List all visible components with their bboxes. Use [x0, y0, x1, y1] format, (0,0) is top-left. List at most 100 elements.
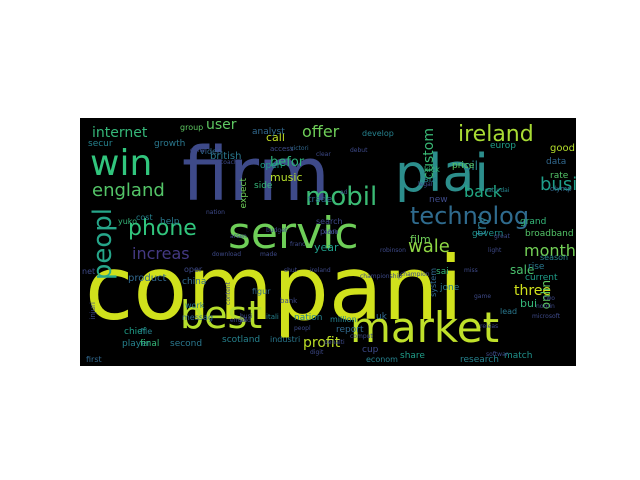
word-rate: rate	[550, 171, 569, 181]
word-current: current	[525, 273, 558, 283]
word-month: month	[524, 241, 576, 260]
word-three: three	[514, 283, 552, 299]
word-trade: trade	[308, 195, 332, 205]
word-victori: victori	[290, 145, 309, 152]
word-nation: nation	[294, 313, 323, 323]
word-secur: secur	[88, 139, 113, 149]
word-grand: grand	[520, 217, 547, 227]
word-coach: coach	[220, 159, 238, 166]
word-back: back	[464, 182, 503, 201]
word-technolog: technolog	[410, 202, 530, 230]
word-work: work	[185, 301, 205, 310]
word-access: access	[270, 145, 294, 153]
word-data: data	[546, 157, 567, 167]
word-develop: develop	[362, 129, 394, 138]
word-penalti: penalti	[324, 339, 345, 346]
word-season: season	[540, 253, 569, 262]
word-messag: messag	[182, 313, 214, 322]
word-game: game	[474, 293, 492, 300]
word-cloud: compani firm plai servic win market best peopl t…	[80, 118, 576, 366]
word-ireland: ireland	[458, 122, 534, 147]
word-gener: gener	[190, 147, 208, 154]
word-england: england	[92, 180, 165, 201]
word-side: side	[254, 181, 273, 191]
word-internet: internet	[92, 125, 148, 141]
word-miss: miss	[464, 267, 478, 274]
word-good: good	[550, 143, 575, 154]
word-great: great	[494, 233, 510, 240]
word-figur: figur	[252, 287, 271, 296]
word-download: download	[212, 251, 242, 258]
word-ad: ad	[340, 189, 348, 196]
word-player: player	[122, 339, 151, 349]
word-compani: compani	[85, 237, 463, 340]
word-offer: offer	[302, 122, 340, 141]
word-year: year	[314, 241, 339, 254]
word-robinson: robinson	[380, 247, 406, 254]
word-growth: growth	[154, 139, 186, 149]
word-plai: plai	[395, 144, 489, 204]
word-shut: shut	[284, 267, 298, 274]
word-china: china	[182, 277, 207, 287]
word-cup: cup	[362, 345, 379, 355]
word-second: second	[170, 339, 203, 349]
word-made: made	[260, 251, 278, 258]
word-cost: cost	[136, 213, 153, 222]
word-europ: europ	[490, 141, 516, 151]
word-clear: clear	[316, 151, 331, 158]
word-first: first	[86, 355, 102, 364]
word-jone: jone	[440, 283, 460, 293]
word-championship: championship	[360, 273, 402, 280]
word-digit: digit	[310, 349, 324, 356]
word-file: file	[140, 327, 153, 336]
word-gold: gold	[238, 317, 251, 324]
word-befor: befor	[270, 155, 305, 170]
word-rise: rise	[528, 262, 545, 272]
word-research: research	[460, 355, 499, 365]
word-mobil: mobil	[305, 182, 378, 212]
word-franc: franc	[290, 241, 306, 248]
word-music: music	[270, 171, 303, 184]
word-softwar: softwar	[486, 351, 509, 358]
word-wale: wale	[408, 236, 450, 257]
word-lead: lead	[500, 307, 518, 316]
word-saturdai: saturdai	[485, 187, 510, 194]
word-broadband: broadband	[525, 229, 574, 239]
word-plan: plan	[320, 227, 338, 236]
word-sale: sale	[510, 263, 535, 277]
word-film: film	[410, 233, 431, 246]
word-oil: oil	[464, 159, 479, 173]
word-itali: itali	[266, 313, 279, 321]
word-yuko: yuko	[118, 217, 138, 226]
word-bank: bank	[280, 297, 298, 305]
word-analyst: analyst	[252, 127, 285, 137]
word-nation: nation	[206, 209, 225, 216]
word-phone: phone	[128, 216, 197, 241]
word-million: million	[330, 315, 357, 324]
word-increas: increas	[132, 244, 190, 263]
word-releas: releas	[480, 323, 499, 330]
word-two: two	[544, 295, 555, 302]
word-video: video	[200, 147, 222, 156]
word-report: report	[336, 325, 364, 335]
word-search: search	[316, 217, 343, 226]
word-best: best	[180, 293, 263, 337]
word-legal: legal	[418, 181, 433, 188]
word-injuri: injuri	[89, 302, 97, 320]
word-govern: govern	[472, 229, 504, 239]
word-light: light	[488, 247, 502, 254]
word-net: net	[82, 267, 96, 276]
word-product: product	[128, 273, 167, 284]
word-peopl: peopl	[294, 325, 311, 332]
word-oper: oper	[184, 265, 203, 274]
word-new: new	[429, 195, 448, 205]
word-expect: expect	[239, 178, 249, 209]
word-econ: econ	[324, 229, 339, 236]
word-champion: champion	[400, 271, 430, 278]
word-nomin: nomin	[536, 303, 555, 310]
word-price: price	[452, 161, 475, 171]
word-servic: servic	[228, 208, 359, 259]
word-final: final	[140, 339, 160, 349]
word-kick: kick	[424, 165, 440, 174]
word-busi: busi	[540, 174, 576, 195]
